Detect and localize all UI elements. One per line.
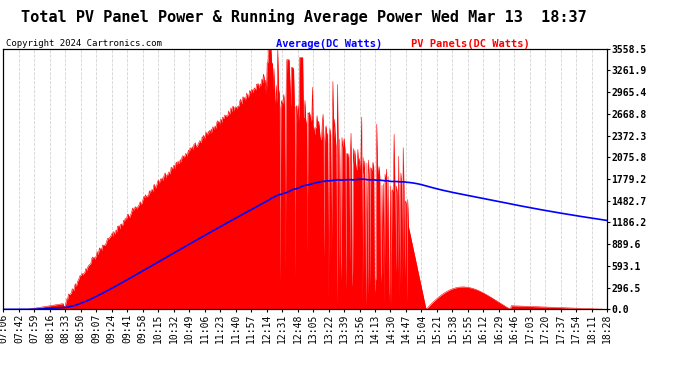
- Text: PV Panels(DC Watts): PV Panels(DC Watts): [411, 39, 529, 50]
- Text: Copyright 2024 Cartronics.com: Copyright 2024 Cartronics.com: [6, 39, 161, 48]
- Text: Average(DC Watts): Average(DC Watts): [276, 39, 382, 50]
- Text: Total PV Panel Power & Running Average Power Wed Mar 13  18:37: Total PV Panel Power & Running Average P…: [21, 9, 586, 26]
